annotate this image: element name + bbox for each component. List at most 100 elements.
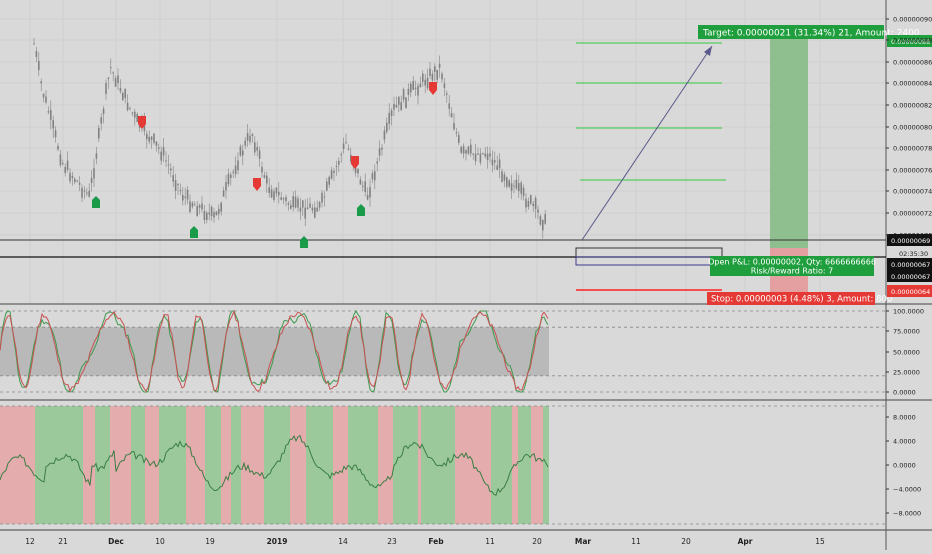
macd-bg-band-28 [279,406,290,524]
buy-marker-1 [190,226,198,238]
candle-body-105 [285,197,287,202]
osc-line-signal [0,309,549,393]
macd-bg-band-35 [348,406,351,524]
candle-body-81 [227,173,230,185]
candle-body-138 [364,181,366,192]
buy-marker-0 [92,196,100,208]
candle-body-22 [86,192,88,194]
candle-body-180 [465,150,467,154]
macd-bg-band-27 [267,406,279,524]
macd-bg-band-24 [241,406,251,524]
candle-body-204 [522,187,525,197]
candle-body-31 [107,77,110,80]
candle-body-1 [35,51,38,57]
macd-bg-band-18 [189,406,196,524]
price-tick-label-4: 0.00000082 [893,102,932,110]
candle-body-188 [484,153,486,157]
candle-body-62 [182,194,184,201]
time-label-7: 23 [387,537,397,546]
price-tick-label-8: 0.00000074 [893,188,932,196]
candle-body-199 [510,183,513,191]
candle-body-75 [213,212,215,218]
macd-tick-label-3: −4.0000 [893,486,921,494]
rr-label-text: Risk/Reward Ratio: 7 [751,267,833,276]
macd-tick-label-1: 4.0000 [893,438,916,446]
pnl-label-text: Open P&L: 0.00000002, Qty: 6666666666 [708,258,876,267]
macd-bg-band-1 [7,406,23,524]
macd-bg-band-23 [236,406,241,524]
price-tick-label-6: 0.00000078 [893,145,932,153]
candle-body-159 [414,87,417,90]
candle-body-161 [419,83,422,88]
candle-body-118 [316,207,318,212]
osc-tick-label-4: 0.0000 [893,389,916,397]
time-label-9: 11 [485,537,495,546]
candle-body-140 [369,187,371,198]
candle-body-208 [532,203,534,206]
candle-body-135 [357,168,359,174]
current-price-value: 0.00000069 [891,237,930,245]
candle-body-170 [441,73,443,80]
candle-body-116 [311,207,314,211]
stop-label-bg [707,292,875,305]
target-label-text: Target: 0.00000021 (31.34%) 21, Amount: … [702,29,920,39]
candle-body-11 [59,154,62,166]
macd-bg-band-46 [460,406,471,524]
candle-body-57 [170,168,172,171]
candle-body-86 [239,146,242,156]
candle-body-44 [138,125,141,128]
candle-body-147 [386,122,388,132]
candle-body-110 [297,198,299,208]
macd-bg-band-41 [418,406,421,524]
time-label-1: 21 [58,537,68,546]
grid-lines [0,0,886,304]
candle-body-200 [513,185,515,187]
macd-bg-band-25 [251,406,264,524]
candle-body-167 [434,66,436,72]
macd-bg-band-49 [491,406,497,524]
macd-bg-band-5 [59,406,75,524]
candle-body-71 [203,211,206,221]
candle-body-109 [294,196,297,208]
macd-bg-band-17 [186,406,189,524]
macd-bg-band-9 [110,406,125,524]
candle-body-205 [525,198,527,208]
macd-bg-band-31 [312,406,328,524]
candle-body-76 [215,211,218,216]
candle-body-191 [491,159,494,166]
macd-bg-band-53 [531,406,543,524]
macd-bg-band-13 [159,406,166,524]
candle-body-190 [489,153,491,157]
macd-bg-band-12 [145,406,159,524]
candle-body-7 [50,109,52,120]
candle-body-49 [150,136,153,140]
candle-body-127 [338,160,340,165]
candle-body-108 [292,196,294,208]
candle-body-148 [388,112,390,124]
candle-body-47 [146,133,148,140]
candle-body-83 [232,171,234,173]
candle-body-70 [201,203,203,210]
candle-body-87 [242,150,244,156]
candle-body-27 [98,127,100,139]
candle-body-59 [174,180,177,191]
candle-body-97 [266,175,268,184]
osc-tick-label-2: 50.0000 [893,349,920,357]
time-label-5: 2019 [267,537,288,546]
candle-body-23 [88,190,90,197]
time-label-10: 20 [532,537,542,546]
candle-body-112 [302,200,304,208]
candle-body-185 [477,153,479,155]
macd-bg-band-52 [518,406,531,524]
candle-body-176 [455,132,458,134]
sell-marker-0 [138,116,146,129]
candle-body-160 [417,85,419,96]
candle-body-198 [508,180,510,187]
candle-body-48 [148,136,150,142]
candle-body-211 [539,216,542,225]
candle-body-144 [378,148,381,156]
entry-price-value-2: 0.00000067 [891,273,930,281]
macd-bg-band-15 [170,406,180,524]
